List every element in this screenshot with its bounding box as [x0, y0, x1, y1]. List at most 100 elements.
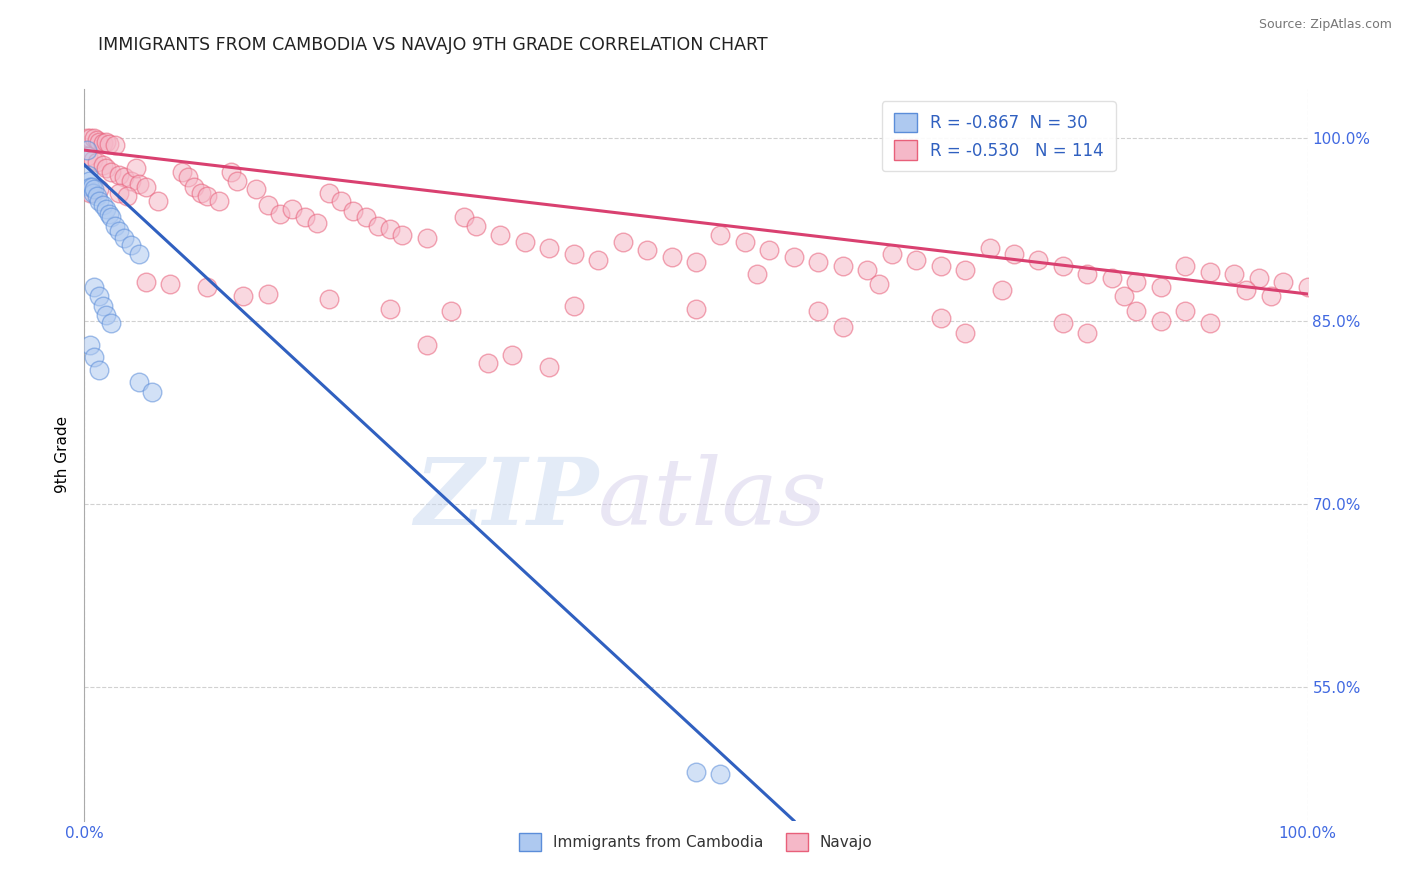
Point — [77, 149, 100, 163]
Point — [661, 251, 683, 265]
Point — [107, 224, 129, 238]
Point — [96, 202, 118, 216]
Point — [159, 277, 181, 292]
Text: atlas: atlas — [598, 454, 828, 544]
Point — [91, 136, 114, 150]
Point — [77, 168, 100, 182]
Point — [305, 216, 328, 230]
Point — [177, 169, 200, 184]
Point — [219, 165, 242, 179]
Point — [342, 204, 364, 219]
Point — [1052, 316, 1074, 330]
Point — [76, 131, 98, 145]
Point — [1247, 271, 1270, 285]
Point — [257, 198, 280, 212]
Point — [135, 275, 157, 289]
Point — [953, 326, 976, 340]
Point — [562, 299, 585, 313]
Point — [367, 219, 389, 233]
Point — [1198, 265, 1220, 279]
Point — [380, 301, 402, 316]
Point — [391, 228, 413, 243]
Point — [83, 279, 105, 293]
Point — [318, 186, 340, 200]
Point — [991, 284, 1014, 298]
Point — [79, 338, 101, 352]
Point — [120, 238, 142, 252]
Point — [87, 135, 110, 149]
Point — [1114, 289, 1136, 303]
Point — [100, 316, 122, 330]
Point — [80, 179, 103, 194]
Point — [1296, 279, 1319, 293]
Point — [226, 174, 249, 188]
Point — [146, 194, 169, 209]
Point — [1101, 271, 1123, 285]
Point — [87, 194, 110, 209]
Point — [257, 287, 280, 301]
Point — [128, 247, 150, 261]
Text: IMMIGRANTS FROM CAMBODIA VS NAVAJO 9TH GRADE CORRELATION CHART: IMMIGRANTS FROM CAMBODIA VS NAVAJO 9TH G… — [98, 36, 768, 54]
Y-axis label: 9th Grade: 9th Grade — [55, 417, 70, 493]
Point — [190, 186, 212, 200]
Point — [685, 764, 707, 779]
Point — [86, 133, 108, 147]
Point — [107, 186, 129, 200]
Point — [747, 268, 769, 282]
Point — [1272, 275, 1295, 289]
Point — [96, 161, 118, 176]
Point — [97, 137, 120, 152]
Point — [1150, 314, 1173, 328]
Point — [281, 202, 304, 216]
Point — [453, 211, 475, 225]
Point — [538, 360, 561, 375]
Point — [1223, 268, 1246, 282]
Legend: Immigrants from Cambodia, Navajo: Immigrants from Cambodia, Navajo — [513, 827, 879, 857]
Point — [183, 179, 205, 194]
Point — [1174, 304, 1197, 318]
Point — [440, 304, 463, 318]
Point — [294, 211, 316, 225]
Point — [76, 143, 98, 157]
Point — [880, 247, 903, 261]
Point — [104, 219, 127, 233]
Point — [86, 189, 108, 203]
Point — [538, 241, 561, 255]
Point — [232, 289, 254, 303]
Point — [120, 174, 142, 188]
Point — [1150, 279, 1173, 293]
Point — [1052, 259, 1074, 273]
Point — [100, 211, 122, 225]
Point — [318, 292, 340, 306]
Point — [79, 186, 101, 200]
Point — [831, 320, 853, 334]
Point — [104, 138, 127, 153]
Point — [929, 311, 952, 326]
Point — [91, 198, 114, 212]
Point — [128, 178, 150, 192]
Point — [709, 767, 731, 781]
Point — [1076, 268, 1098, 282]
Point — [125, 161, 148, 176]
Point — [100, 165, 122, 179]
Point — [513, 235, 536, 249]
Point — [87, 289, 110, 303]
Point — [135, 179, 157, 194]
Point — [586, 252, 609, 267]
Text: Source: ZipAtlas.com: Source: ZipAtlas.com — [1258, 18, 1392, 31]
Point — [79, 131, 101, 145]
Point — [1174, 259, 1197, 273]
Point — [354, 211, 377, 225]
Point — [91, 299, 114, 313]
Point — [1076, 326, 1098, 340]
Point — [709, 228, 731, 243]
Point — [86, 155, 108, 169]
Point — [477, 356, 499, 371]
Point — [87, 182, 110, 196]
Point — [172, 165, 194, 179]
Point — [245, 182, 267, 196]
Point — [141, 384, 163, 399]
Point — [1236, 284, 1258, 298]
Point — [91, 158, 114, 172]
Point — [87, 362, 110, 376]
